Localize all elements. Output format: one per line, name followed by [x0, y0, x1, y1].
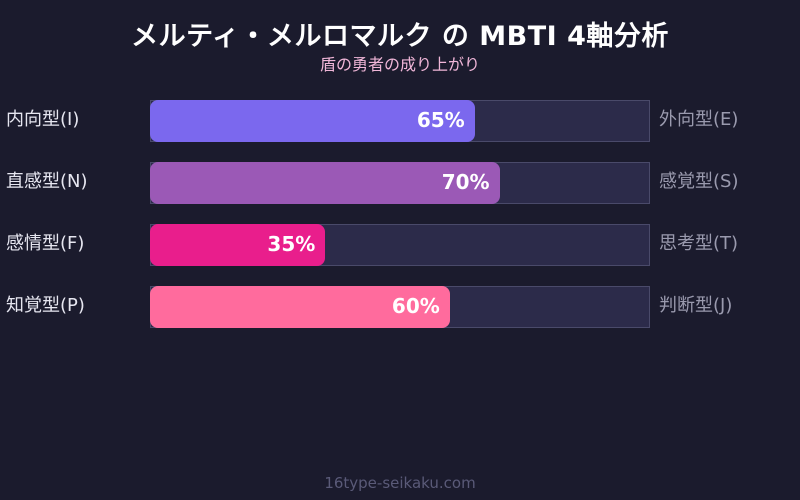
right-label-thinking: 思考型(T) — [659, 233, 739, 254]
bar-track: 35% — [150, 224, 650, 266]
source-footer: 16type-seikaku.com — [324, 474, 476, 492]
chart-subtitle: 盾の勇者の成り上がり — [319, 55, 480, 74]
left-label-feeling: 感情型(F) — [6, 233, 85, 254]
percent-label: 60% — [391, 294, 440, 318]
percent-label: 65% — [416, 108, 465, 132]
bar-fill-introvert: 65% — [150, 100, 475, 142]
axis-row-pj: 知覚型(P) 60% 判断型(J) — [0, 286, 800, 328]
bar-fill-perceiving: 60% — [150, 286, 450, 328]
right-label-judging: 判断型(J) — [659, 295, 733, 316]
left-label-intuition: 直感型(N) — [6, 171, 88, 192]
right-label-sensing: 感覚型(S) — [659, 171, 739, 192]
bar-fill-intuition: 70% — [150, 162, 500, 204]
axis-row-ns: 直感型(N) 70% 感覚型(S) — [0, 162, 800, 204]
left-label-introvert: 内向型(I) — [6, 109, 80, 130]
bar-track: 65% — [150, 100, 650, 142]
bar-track: 60% — [150, 286, 650, 328]
axis-row-ft: 感情型(F) 35% 思考型(T) — [0, 224, 800, 266]
axis-row-ie: 内向型(I) 65% 外向型(E) — [0, 100, 800, 142]
right-label-extrovert: 外向型(E) — [659, 109, 739, 130]
left-label-perceiving: 知覚型(P) — [6, 295, 85, 316]
bar-track: 70% — [150, 162, 650, 204]
bar-fill-feeling: 35% — [150, 224, 326, 266]
percent-label: 35% — [267, 232, 316, 256]
chart-title: メルティ・メルロマルク の MBTI 4軸分析 — [131, 21, 669, 52]
percent-label: 70% — [441, 170, 490, 194]
